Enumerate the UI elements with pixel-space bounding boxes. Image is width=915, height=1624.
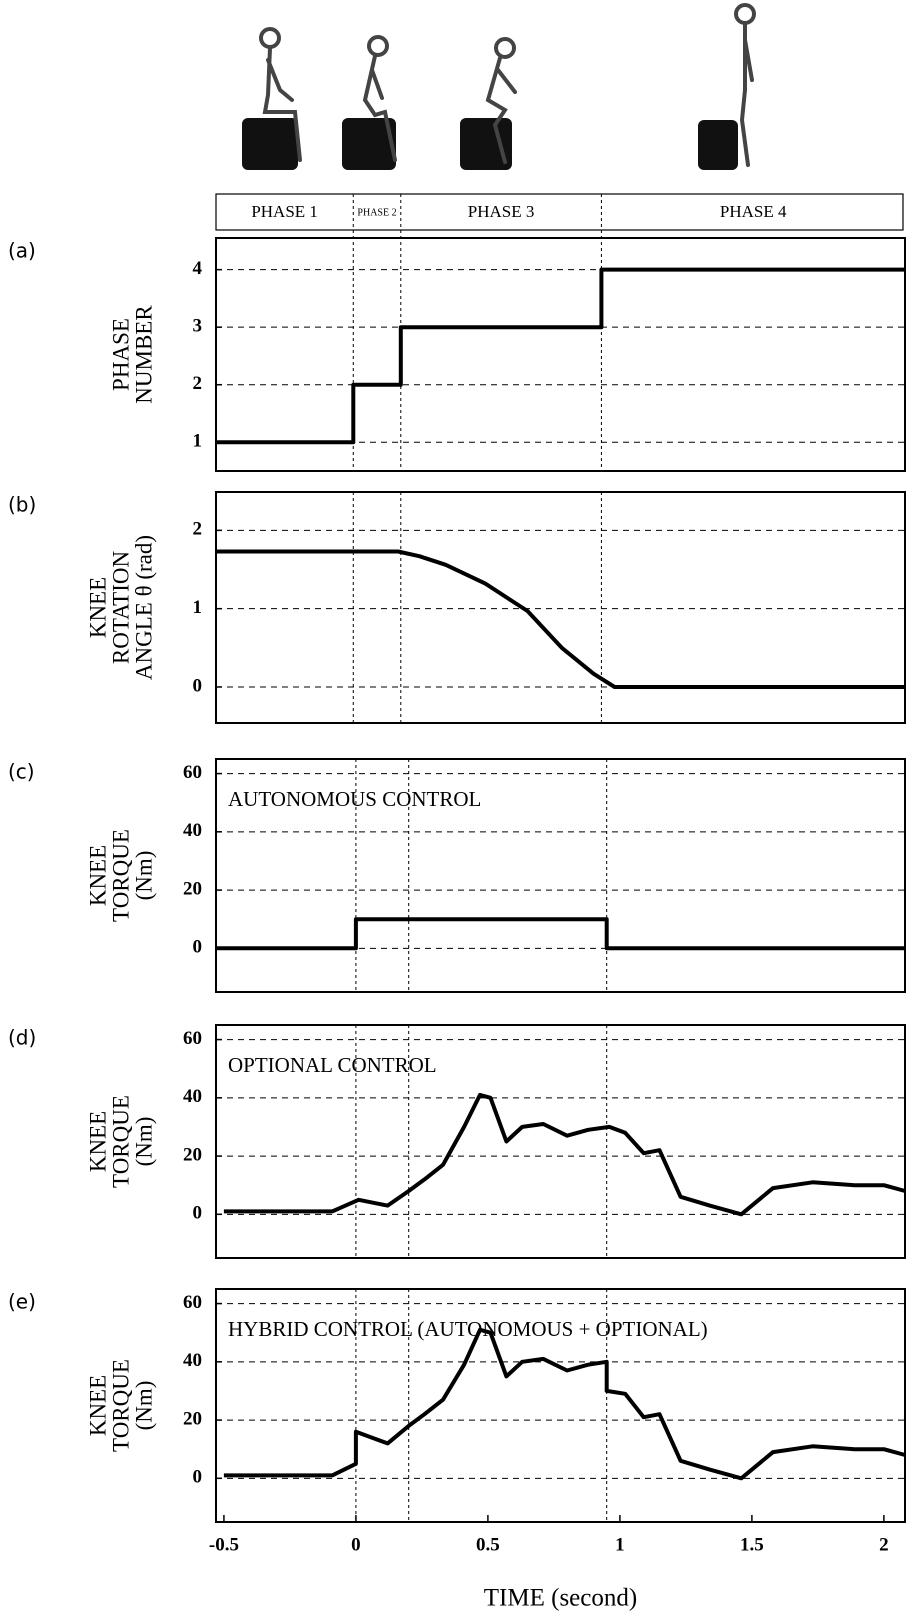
x-tick-label: 1.5 [740,1534,764,1555]
y-axis-label: ANGLE θ (rad) [131,535,156,680]
y-tick-label: 1 [193,431,203,452]
x-tick-label: 0.5 [476,1534,500,1555]
annotation: OPTIONAL CONTROL [228,1053,437,1077]
plot-frame [215,491,906,724]
phase-label: PHASE 3 [468,202,535,221]
x-axis-label: TIME (second) [484,1585,637,1612]
y-axis-label: (Nm) [131,1117,156,1167]
y-tick-label: 1 [193,597,203,618]
y-tick-label: 60 [183,1028,202,1049]
chair [460,118,512,170]
data-line [216,917,905,951]
data-line [223,1327,906,1481]
x-tick-label: -0.5 [209,1534,239,1555]
plot-frame [215,758,906,993]
y-axis-label: (Nm) [131,851,156,901]
plots: 1 2 3 4 PHASE 1 PHASE 2 PHASE 3 PHASE 4 (a) PHASE… [8,193,906,1612]
plot-frame [215,1024,906,1259]
chair [342,118,396,170]
chair [698,120,738,170]
figures [259,3,756,167]
data-line [223,1092,906,1217]
chair [242,118,298,170]
y-tick-label: 2 [193,373,203,394]
y-axis-label: KNEE [85,845,110,906]
y-axis-label: PHASE [108,318,133,391]
annotation: AUTONOMOUS CONTROL [228,787,481,811]
annotation: HYBRID CONTROL (AUTONOMOUS + OPTIONAL) [228,1317,708,1341]
y-axis-label: TORQUE [108,1359,133,1452]
y-tick-label: 4 [193,258,203,279]
phase-label: PHASE 4 [720,202,787,221]
data-line [216,267,905,445]
y-axis-label: KNEE [85,1111,110,1172]
phase-label: PHASE 2 [357,207,396,218]
panel-label: (c) [8,760,35,784]
y-axis-label: KNEE [85,1375,110,1436]
y-axis-label: TORQUE [108,829,133,922]
panel-label: (a) [8,239,36,263]
y-tick-label: 2 [193,519,203,540]
x-tick-label: 0 [351,1534,361,1555]
y-axis-label: (Nm) [131,1381,156,1431]
y-tick-label: 40 [183,820,202,841]
y-tick-label: 0 [193,675,203,696]
illustrations [242,3,756,170]
phase-header [215,193,904,231]
phase-label: PHASE 1 [251,202,318,221]
y-tick-label: 60 [183,762,202,783]
y-tick-label: 20 [183,1408,202,1429]
y-tick-label: 0 [193,1203,203,1224]
plot-frame [215,237,906,472]
y-tick-label: 20 [183,1144,202,1165]
y-tick-label: 20 [183,878,202,899]
panel-label: (b) [8,493,36,517]
panel-label: (e) [8,1290,36,1314]
y-axis-label: NUMBER [131,305,156,404]
y-tick-label: 0 [193,1467,203,1488]
y-tick-label: 40 [183,1350,202,1371]
data-line [216,549,905,689]
x-tick-label: 1 [615,1534,625,1555]
y-tick-label: 40 [183,1086,202,1107]
y-axis-label: TORQUE [108,1095,133,1188]
y-tick-label: 60 [183,1292,202,1313]
panel-label: (d) [8,1026,36,1050]
y-tick-label: 0 [193,937,203,958]
y-tick-label: 3 [193,316,203,337]
x-tick-label: 2 [879,1534,889,1555]
y-axis-label: ROTATION [108,551,133,665]
y-axis-label: KNEE [85,577,110,638]
plot-frame [215,1288,906,1523]
